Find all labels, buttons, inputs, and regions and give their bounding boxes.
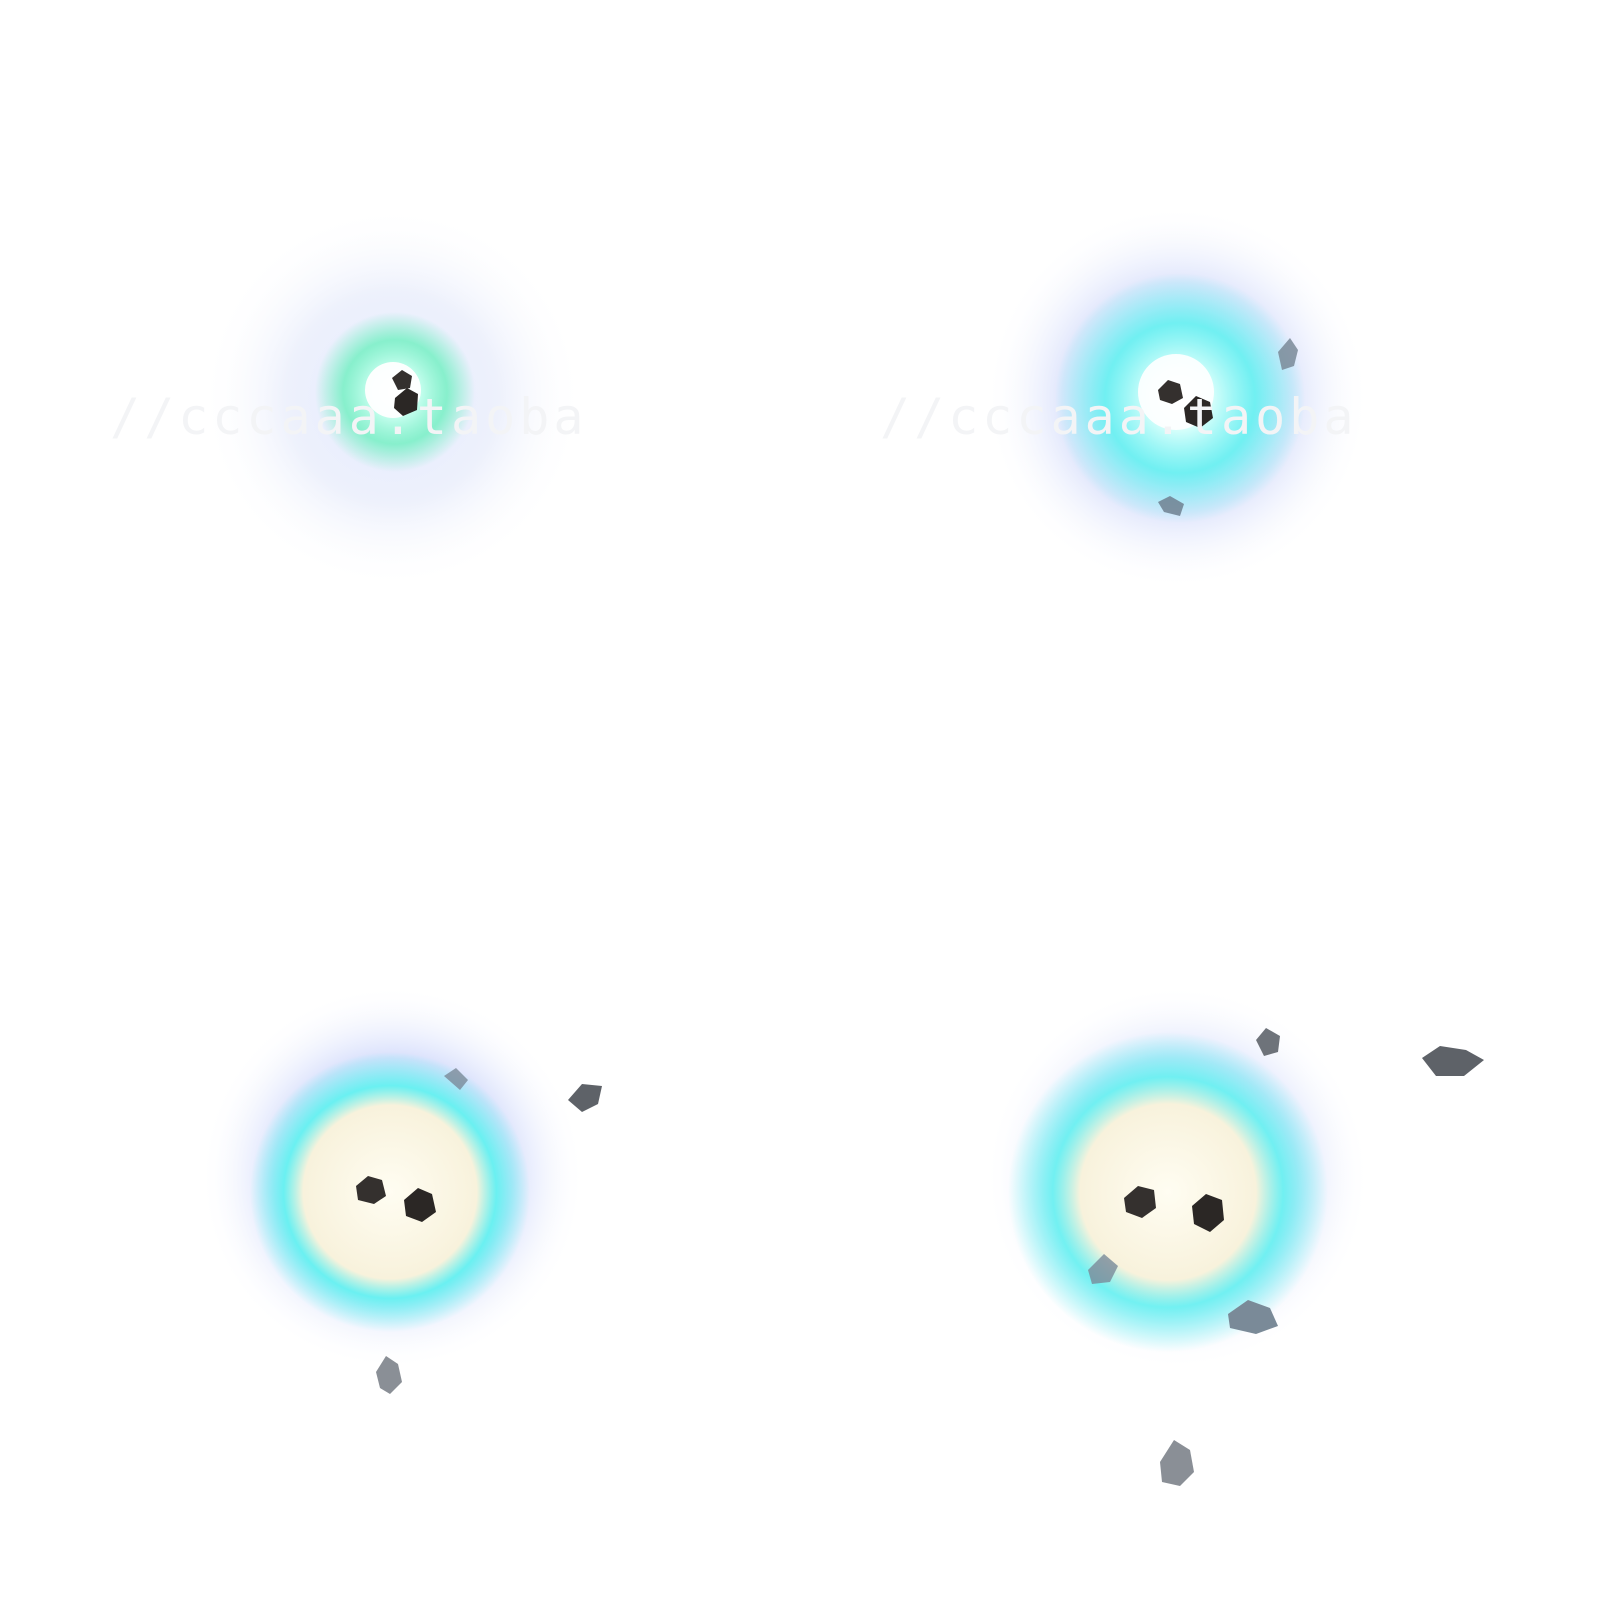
watermark-right: //cccaaa.taoba (880, 388, 1358, 446)
rock-icon (1228, 1300, 1278, 1334)
rock-icon (568, 1084, 602, 1112)
energy-glow (1008, 1032, 1328, 1352)
rock-icon (356, 1176, 386, 1204)
rock-icon (1088, 1254, 1118, 1284)
frame-2-art (985, 205, 1370, 590)
rock-icon (1256, 1028, 1280, 1056)
frame-2 (800, 0, 1600, 800)
frame-4 (800, 800, 1600, 1600)
rock-icon (1422, 1046, 1484, 1076)
rock-icon (1160, 1440, 1194, 1486)
rock-icon (1192, 1194, 1224, 1232)
rock-icon (1184, 396, 1213, 428)
energy-glow (250, 1052, 530, 1332)
frame-1 (0, 0, 800, 800)
frame-1-art (200, 205, 585, 590)
frame-4-art (985, 985, 1484, 1486)
rock-icon (394, 388, 418, 416)
rock-icon (1124, 1186, 1156, 1218)
rock-icon (1158, 380, 1183, 404)
rock-icon (404, 1188, 436, 1222)
frame-3-art (200, 985, 602, 1394)
rock-icon (376, 1356, 402, 1394)
rock-icon (1158, 496, 1184, 516)
rock-icon (1278, 338, 1298, 370)
rock-icon (392, 370, 412, 390)
rock-icon (444, 1068, 468, 1090)
frame-3 (0, 800, 800, 1600)
watermark-left: //cccaaa.taoba (110, 388, 588, 446)
